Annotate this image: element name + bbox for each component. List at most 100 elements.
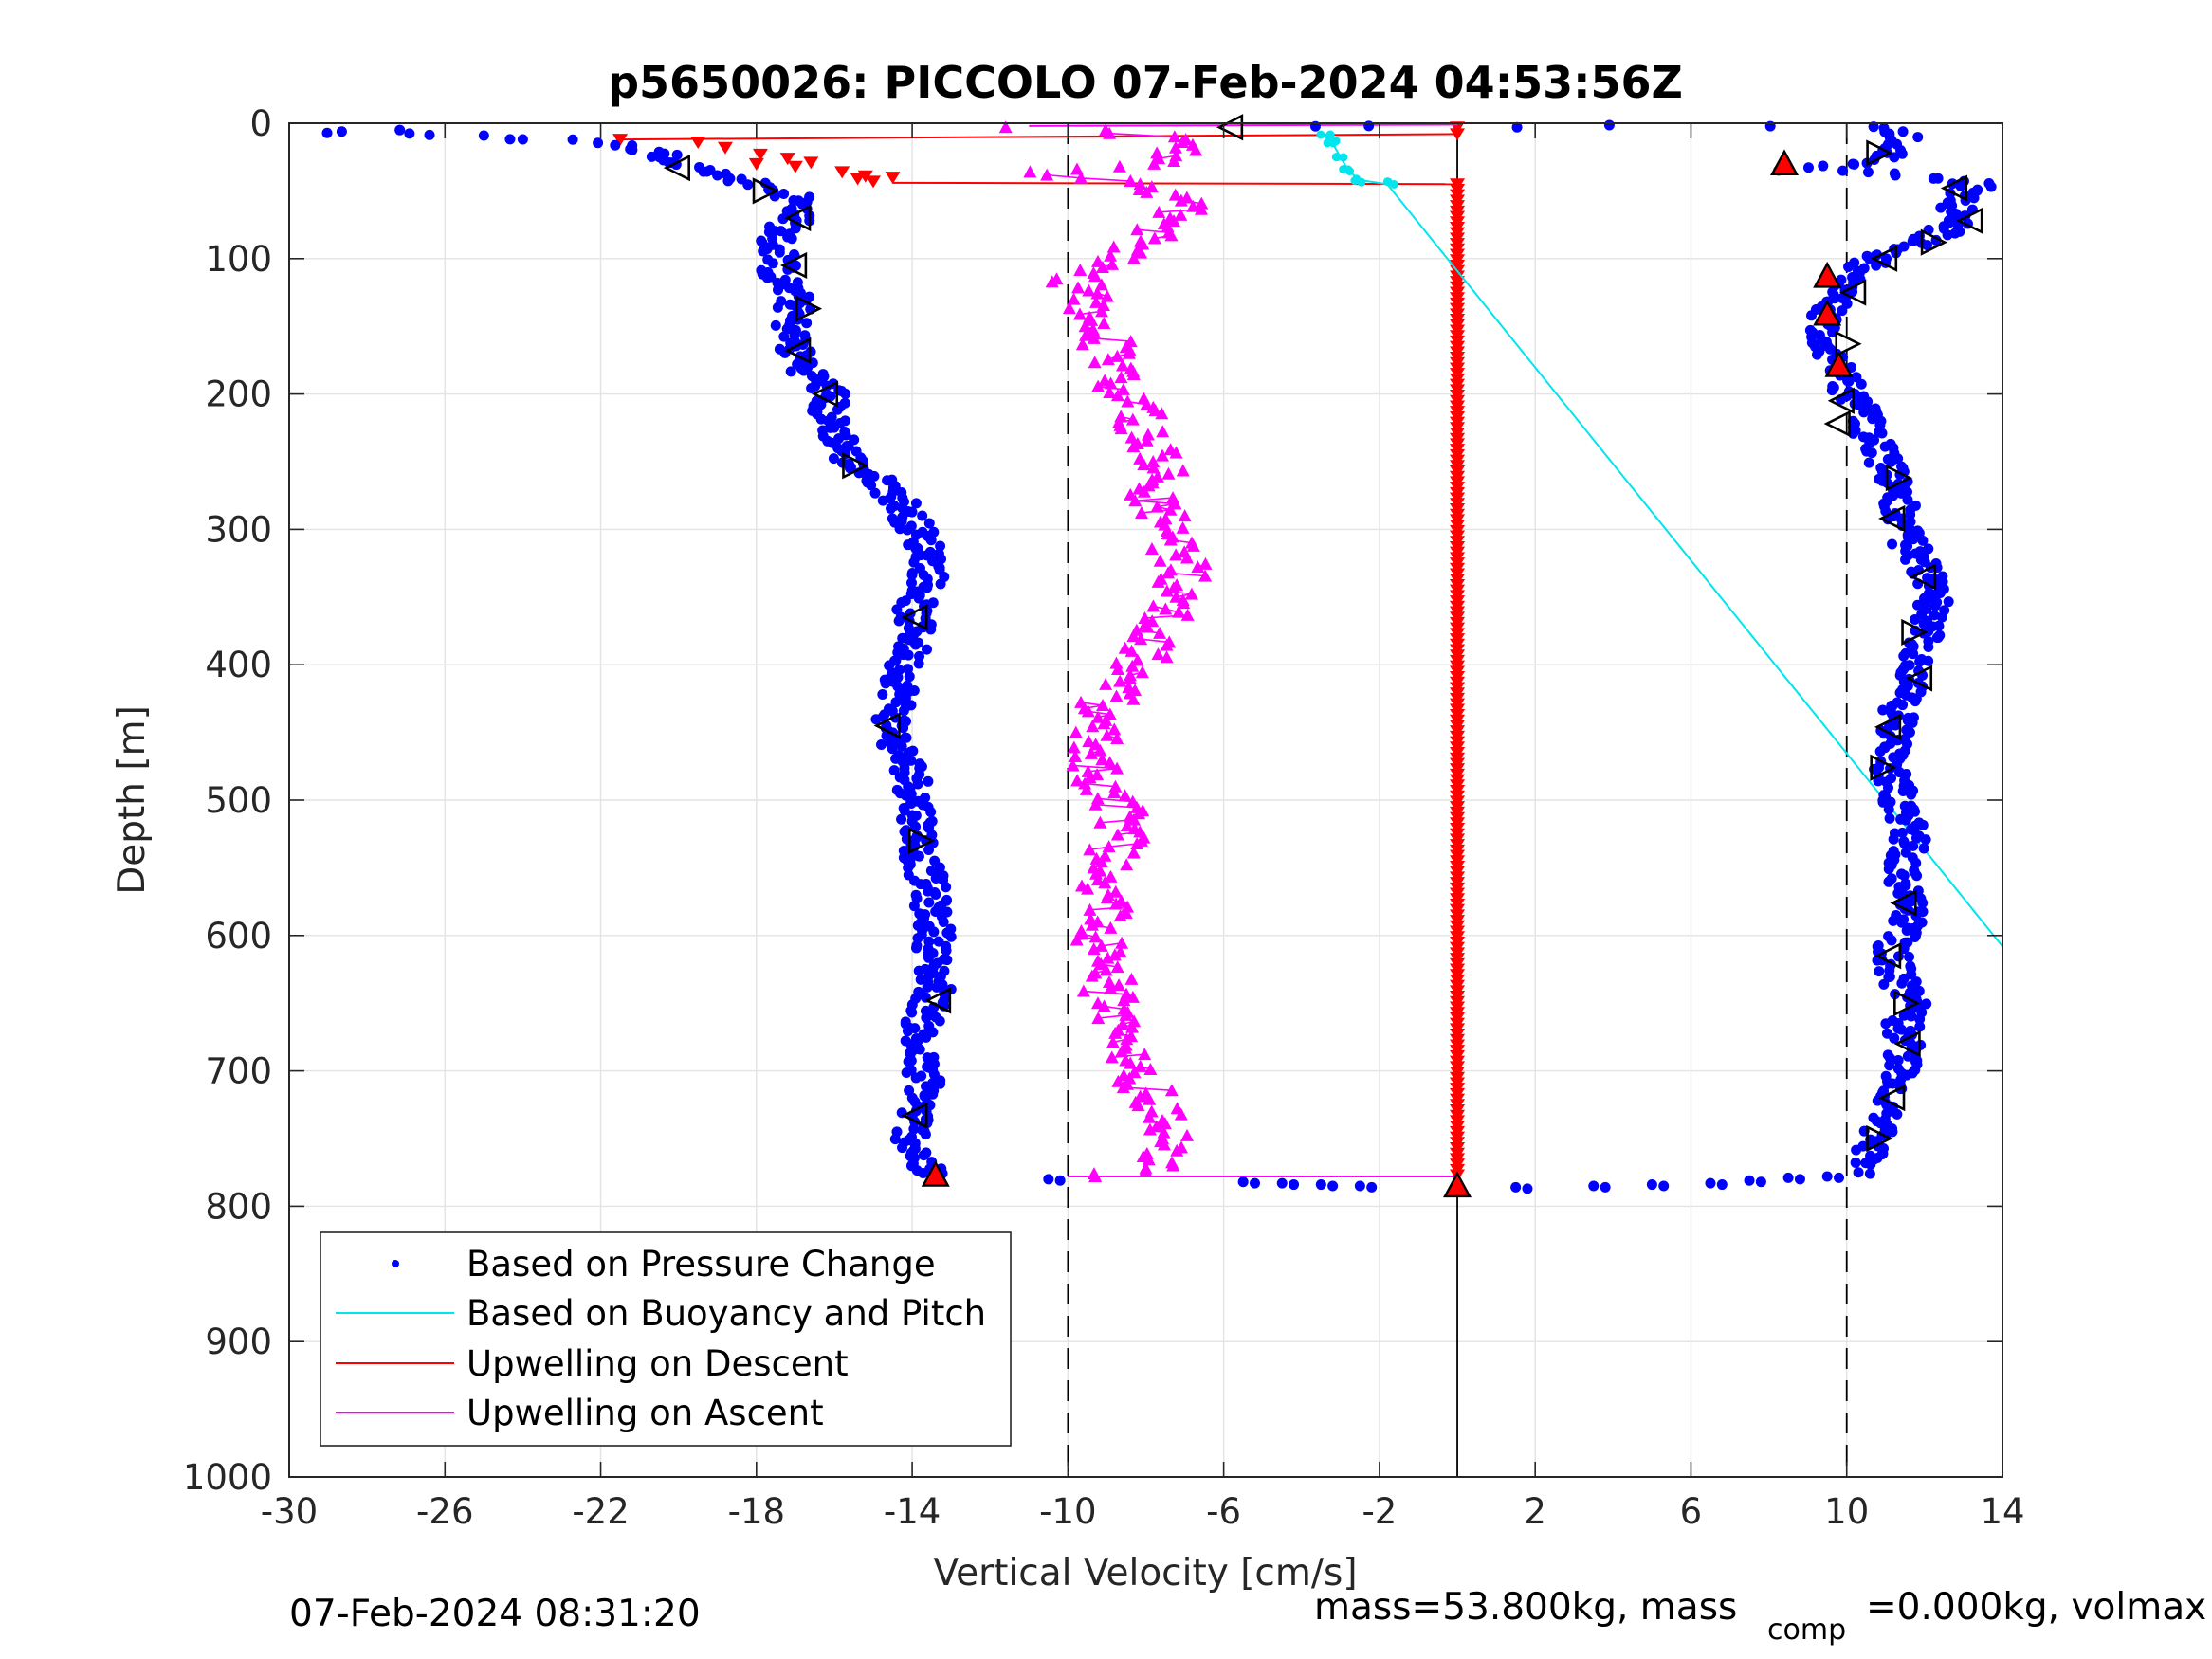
descent-point	[748, 157, 764, 171]
pressure-point	[1603, 119, 1615, 131]
ascent-point	[1087, 861, 1101, 874]
ascent-point	[1155, 1113, 1169, 1126]
pressure-point	[646, 151, 657, 162]
pressure-point	[504, 134, 516, 145]
ascent-point	[1107, 722, 1122, 736]
pressure-point	[902, 524, 913, 536]
ascent-point	[1091, 379, 1106, 392]
pressure-point	[610, 139, 621, 151]
pressure-point	[424, 129, 435, 140]
pressure-point	[1882, 1049, 1893, 1061]
y-tick-label: 600	[205, 916, 272, 957]
ascent-point	[1087, 1167, 1101, 1180]
pressure-point	[935, 578, 946, 590]
ascent-point	[1121, 394, 1135, 408]
pressure-point	[1910, 976, 1922, 988]
pressure-point	[884, 660, 895, 671]
ascent-point	[1105, 257, 1119, 270]
open-triangle-marker	[1866, 1124, 1893, 1153]
descent-point	[1450, 128, 1466, 141]
ascent-point	[1144, 542, 1159, 556]
pressure-point	[882, 475, 893, 486]
ascent-point	[1100, 728, 1114, 741]
ascent-point	[1067, 292, 1081, 305]
pressure-point	[1864, 1168, 1875, 1179]
ascent-point	[1099, 677, 1113, 690]
pressure-point	[1923, 543, 1934, 555]
pressure-point	[922, 644, 933, 655]
pressure-point	[1892, 1055, 1904, 1066]
pressure-point	[1898, 836, 1910, 848]
descent-connector-line	[892, 181, 1458, 186]
red-triangle-marker	[1770, 149, 1800, 176]
ascent-point	[1150, 469, 1164, 483]
ascent-point	[1104, 248, 1118, 262]
ascent-point	[1113, 945, 1127, 958]
ascent-point	[1133, 451, 1147, 465]
ascent-point	[1094, 278, 1108, 291]
pressure-point	[906, 569, 918, 580]
pressure-point	[777, 213, 789, 225]
legend-swatch-pressure	[392, 1260, 399, 1267]
pressure-point	[910, 1072, 922, 1084]
open-triangle-marker	[1839, 279, 1867, 306]
pressure-point	[1916, 917, 1928, 928]
pressure-point	[1898, 241, 1910, 252]
legend-entry-descent: Upwelling on Descent	[336, 1343, 849, 1384]
pressure-point	[394, 124, 406, 136]
pressure-point	[1886, 873, 1897, 884]
open-triangle-marker	[1893, 990, 1921, 1017]
pressure-point	[921, 1012, 932, 1024]
ascent-point	[1114, 410, 1128, 423]
ascent-point	[1074, 879, 1088, 892]
ascent-point	[1150, 146, 1164, 159]
y-tick-label: 100	[205, 239, 272, 280]
ascent-point	[1124, 487, 1138, 501]
red-triangle-marker	[921, 1160, 950, 1187]
y-tick-label: 300	[205, 509, 272, 550]
legend-box	[320, 1231, 1012, 1447]
open-triangle-marker	[1956, 207, 1983, 234]
ascent-segment	[1093, 337, 1131, 342]
pressure-point	[910, 639, 922, 650]
ascent-point	[1120, 818, 1134, 831]
pressure-point	[1916, 654, 1928, 665]
pressure-point	[908, 1123, 920, 1135]
pressure-point	[1873, 940, 1884, 952]
pressure-point	[1821, 1171, 1833, 1182]
ascent-point	[1130, 223, 1144, 236]
pressure-point	[900, 732, 911, 743]
open-triangle-marker	[1866, 139, 1893, 167]
ascent-segment	[1085, 782, 1116, 788]
pressure-point	[941, 955, 953, 966]
pressure-point	[1896, 827, 1908, 838]
pressure-point	[1891, 909, 1902, 921]
pressure-point	[1911, 1055, 1923, 1066]
pressure-point	[778, 331, 790, 342]
pressure-point	[742, 179, 754, 191]
pressure-point	[770, 319, 781, 331]
pressure-point	[1943, 596, 1954, 608]
pressure-point	[938, 916, 949, 927]
open-triangle-marker	[842, 452, 869, 480]
ascent-point	[1163, 563, 1178, 576]
pressure-point	[1878, 122, 1890, 134]
open-triangle-marker	[1870, 754, 1897, 781]
pressure-point	[698, 166, 709, 177]
open-triangle-marker	[795, 295, 823, 322]
ascent-point	[1090, 254, 1105, 267]
ascent-point	[1084, 912, 1098, 925]
pressure-point	[1896, 461, 1908, 472]
buoyancy-point	[1323, 138, 1332, 148]
pressure-point	[1887, 538, 1898, 550]
pressure-point	[1913, 817, 1925, 829]
open-triangle-marker	[901, 1102, 928, 1129]
pressure-point	[845, 462, 856, 473]
pressure-point	[1818, 160, 1829, 172]
x-tick-label: -18	[728, 1491, 785, 1532]
descent-point	[717, 141, 733, 155]
pressure-point	[1886, 773, 1897, 784]
pressure-point	[1522, 1183, 1533, 1194]
pressure-point	[898, 705, 909, 717]
ascent-point	[1135, 665, 1149, 679]
